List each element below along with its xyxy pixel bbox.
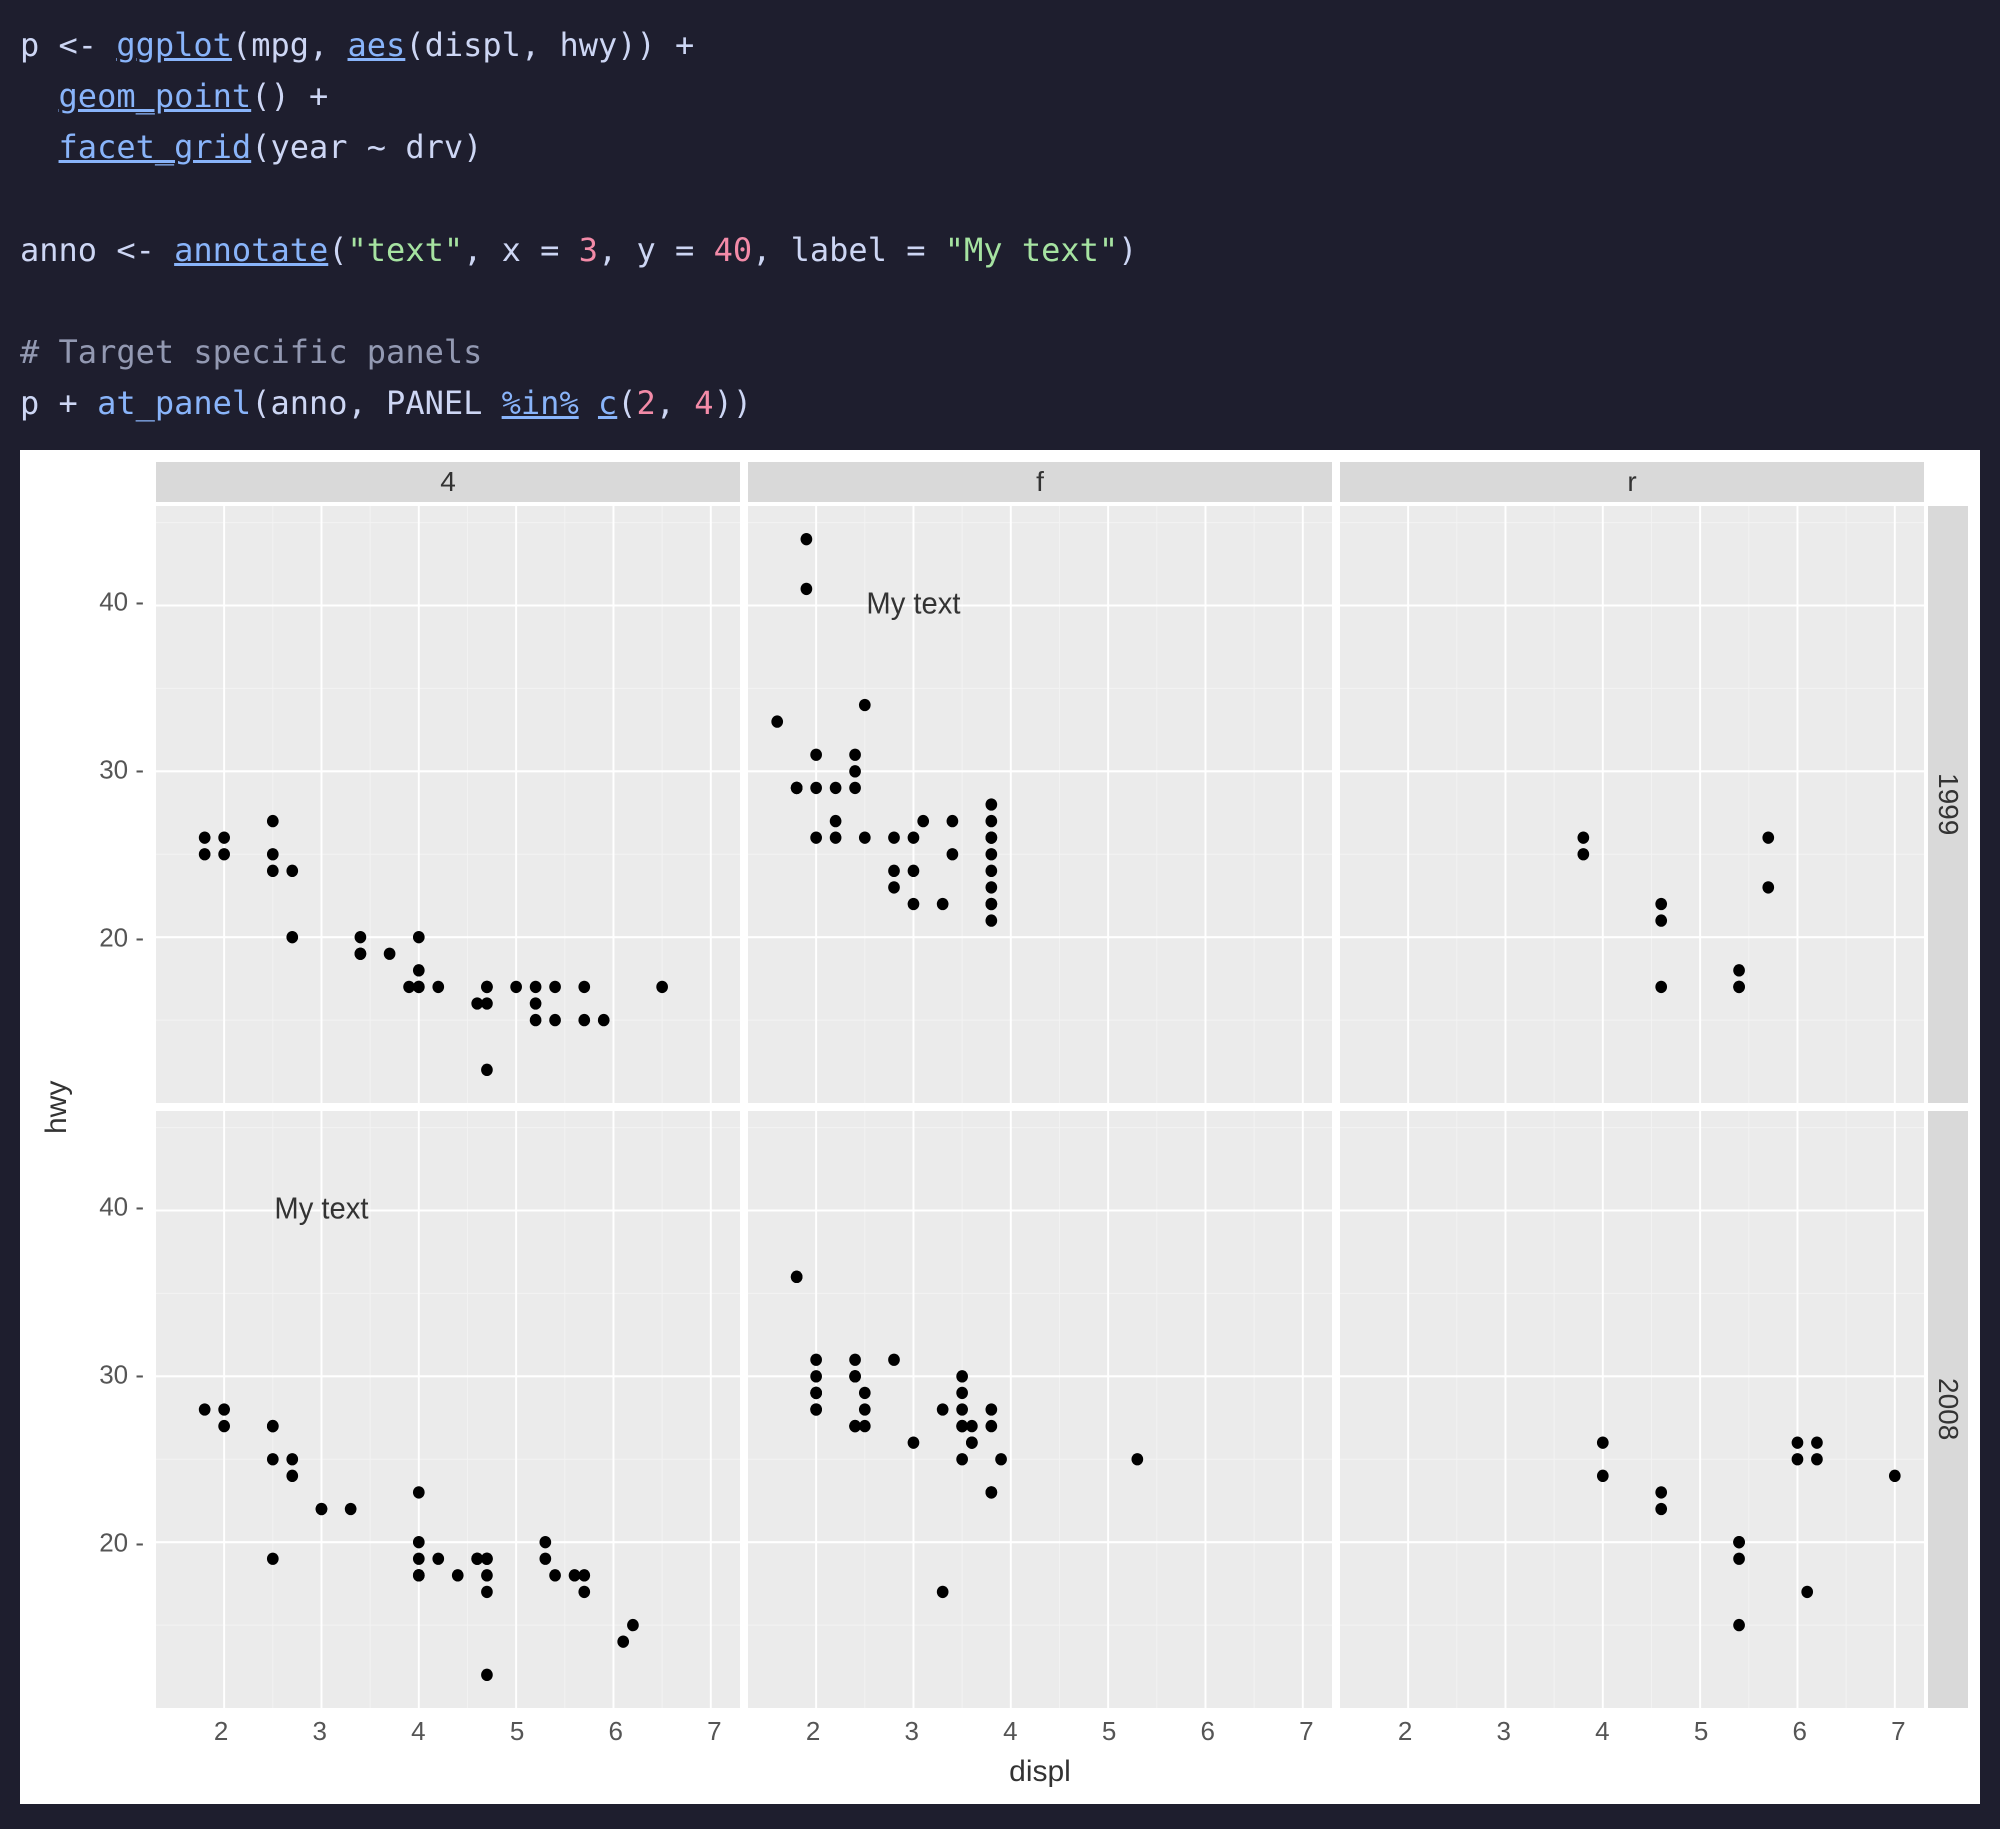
x-ticks-1: 234567 [152,1712,744,1752]
x-ticks-2: 234567 [744,1712,1336,1752]
panel-4: My text [156,1111,740,1708]
panel-2: My text [748,506,1332,1103]
svg-text:My text: My text [866,586,961,620]
strip-row-2: 2008 [1928,1111,1968,1708]
panel-1 [156,506,740,1103]
y-ticks-row2: 20 -30 -40 - [82,1107,152,1712]
x-axis-label: displ [152,1752,1928,1792]
panel-5 [748,1111,1332,1708]
code-block: p <- ggplot(mpg, aes(displ, hwy)) + geom… [20,20,1980,430]
y-ticks-row1: 20 -30 -40 - [82,502,152,1107]
panel-3 [1340,506,1924,1103]
panel-6 [1340,1111,1924,1708]
plot-output: 4 f r hwy 20 -30 -40 - My text 1999 20 -… [20,450,1980,1804]
strip-row-1: 1999 [1928,506,1968,1103]
strip-col-2: f [748,462,1332,502]
strip-col-1: 4 [156,462,740,502]
svg-text:My text: My text [274,1191,369,1225]
x-ticks-3: 234567 [1336,1712,1928,1752]
strip-col-3: r [1340,462,1924,502]
y-axis-label: hwy [32,502,82,1712]
